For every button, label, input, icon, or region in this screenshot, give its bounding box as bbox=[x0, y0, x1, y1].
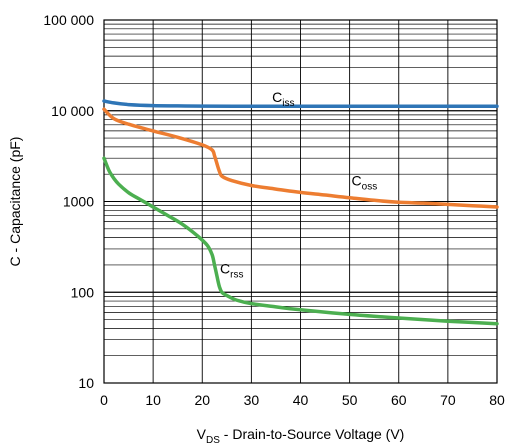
x-tick-label: 70 bbox=[440, 392, 456, 408]
x-tick-label: 40 bbox=[293, 392, 309, 408]
series-label-iss: Ciss bbox=[272, 89, 294, 109]
x-tick-label: 0 bbox=[100, 392, 108, 408]
series-label-rss: Crss bbox=[220, 261, 243, 281]
tick-labels: 0 10 20 30 40 50 60 70 80 10 100 1000 10 000 100 000 bbox=[43, 12, 505, 408]
series-label-oss: Coss bbox=[352, 173, 378, 193]
y-tick-label: 100 bbox=[71, 284, 95, 300]
y-tick-label: 100 000 bbox=[43, 12, 94, 28]
series-line-oss bbox=[102, 107, 499, 209]
y-tick-label: 1000 bbox=[63, 194, 94, 210]
series-line-iss bbox=[102, 99, 499, 109]
series-layer bbox=[102, 99, 499, 326]
x-axis-label: VDS - Drain-to-Source Voltage (V) bbox=[197, 426, 405, 446]
x-tick-label: 80 bbox=[489, 392, 505, 408]
grid bbox=[103, 19, 498, 384]
series-labels: Ciss Coss Crss bbox=[220, 89, 377, 281]
y-tick-label: 10 bbox=[78, 375, 94, 391]
y-tick-label: 10 000 bbox=[51, 103, 94, 119]
x-axis-label-main: V bbox=[197, 426, 207, 442]
x-tick-label: 10 bbox=[145, 392, 161, 408]
x-tick-label: 50 bbox=[342, 392, 358, 408]
x-tick-label: 20 bbox=[194, 392, 210, 408]
x-axis-label-sub: DS bbox=[206, 435, 220, 446]
x-axis-label-rest: - Drain-to-Source Voltage (V) bbox=[220, 426, 404, 442]
y-axis-label: C - Capacitance (pF) bbox=[7, 137, 23, 267]
x-tick-label: 60 bbox=[391, 392, 407, 408]
x-tick-label: 30 bbox=[244, 392, 260, 408]
plot-frame bbox=[103, 19, 498, 384]
series-line-rss bbox=[102, 156, 499, 326]
